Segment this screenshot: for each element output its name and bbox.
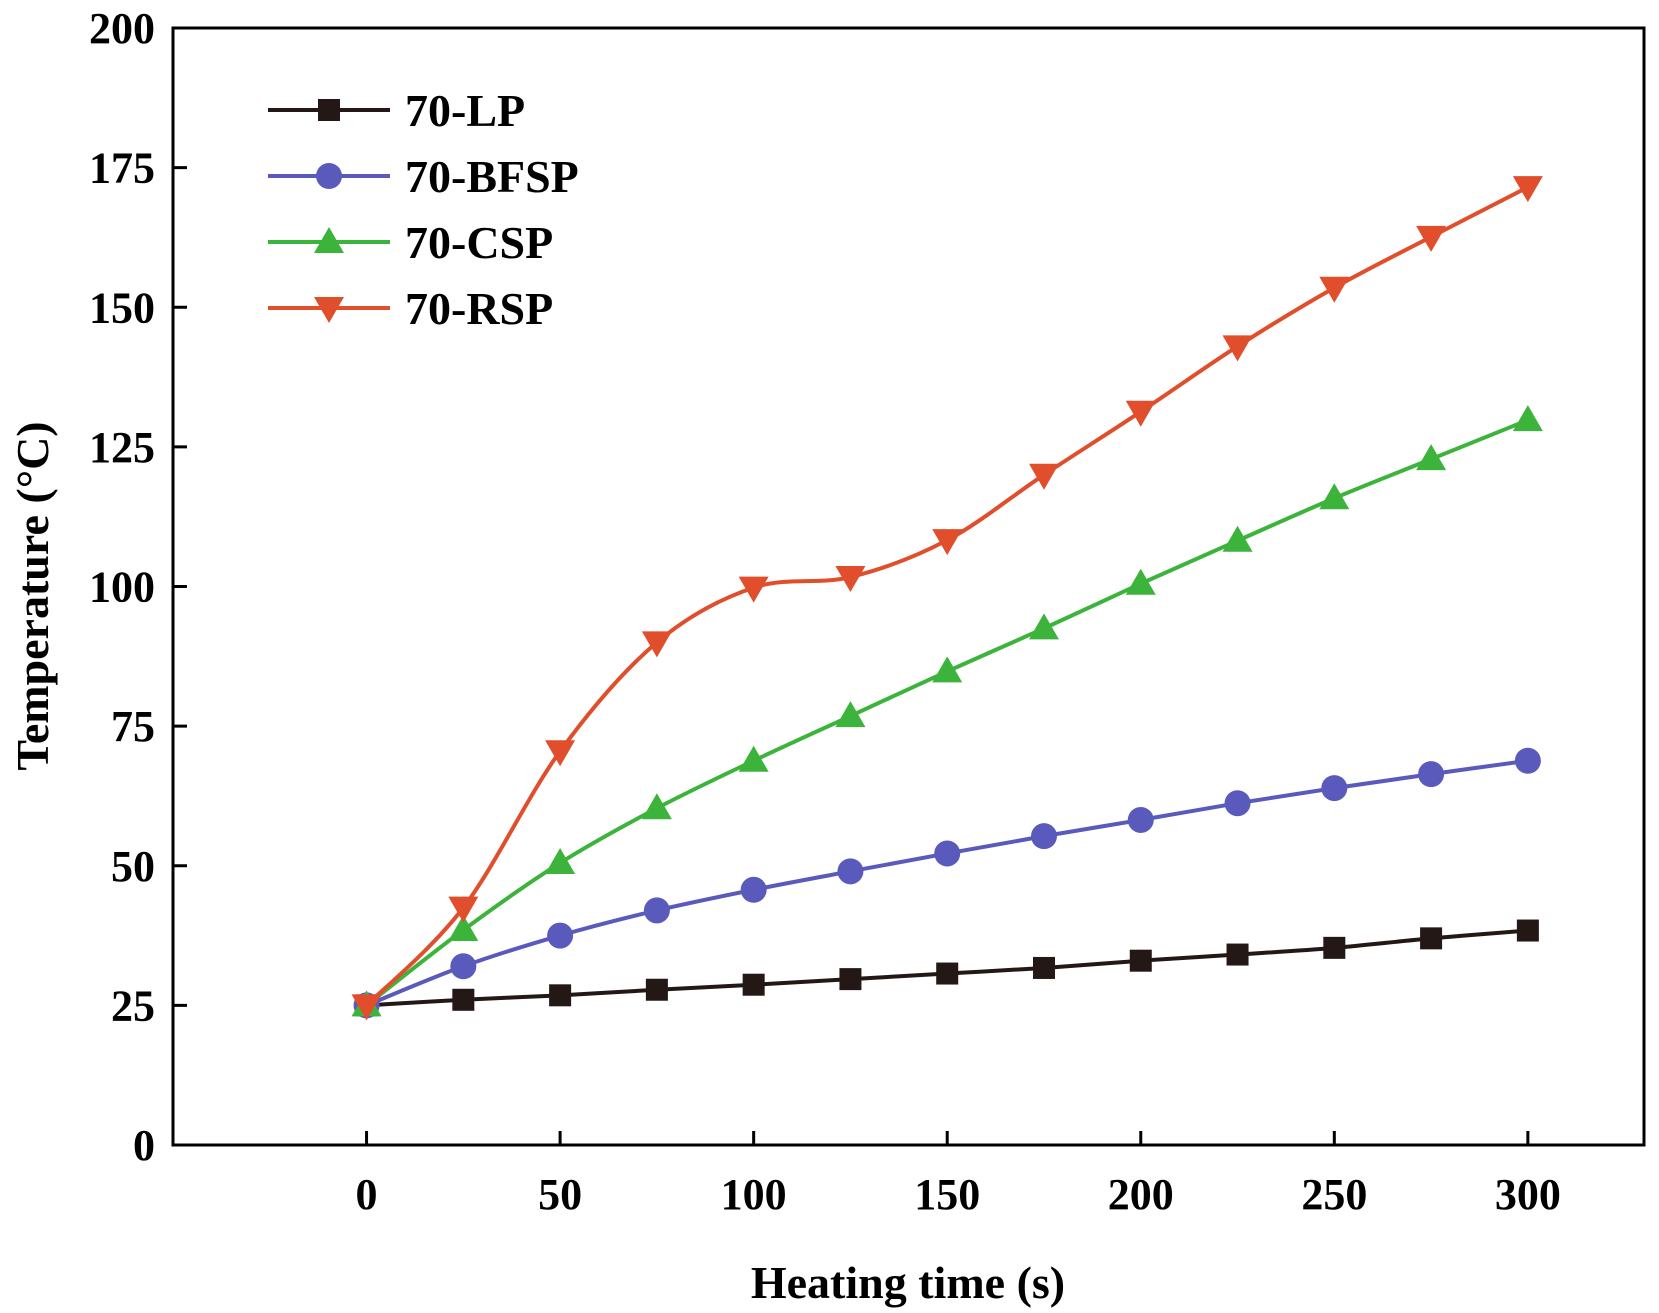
x-tick-label: 100: [721, 1170, 787, 1219]
legend-marker: [318, 99, 340, 121]
data-point: [738, 576, 769, 603]
data-point: [1028, 613, 1059, 640]
y-tick-label: 50: [111, 842, 155, 891]
data-point: [1319, 276, 1350, 303]
legend-marker: [316, 163, 342, 189]
x-tick-label: 0: [356, 1170, 378, 1219]
data-point: [738, 745, 769, 772]
data-point: [1032, 956, 1055, 979]
legend-item: 70-CSP: [268, 217, 553, 268]
legend-item: 70-RSP: [268, 283, 553, 334]
data-point: [1512, 405, 1543, 432]
y-axis: 0 25 50 75 100 125 150 175 200: [89, 4, 187, 1170]
legend: 70-LP 70-BFSP 70-CSP 70-RSP: [268, 85, 579, 334]
legend-marker: [314, 227, 344, 253]
data-point: [1512, 176, 1543, 203]
data-point: [1129, 949, 1152, 972]
data-point: [1514, 747, 1541, 774]
series-70-csp: [351, 405, 1543, 1017]
data-point: [545, 847, 576, 874]
legend-label: 70-BFSP: [405, 151, 579, 202]
data-point: [1125, 400, 1156, 427]
data-point: [1222, 525, 1253, 552]
y-tick-label: 0: [133, 1121, 155, 1170]
data-point: [1420, 927, 1443, 950]
y-tick-label: 100: [89, 563, 155, 612]
data-point: [1416, 444, 1447, 471]
x-tick-label: 200: [1108, 1170, 1174, 1219]
data-point: [645, 978, 668, 1001]
data-point: [448, 896, 479, 923]
data-point: [549, 984, 572, 1007]
legend-label: 70-CSP: [405, 217, 553, 268]
data-point: [1323, 936, 1346, 959]
data-point: [1127, 806, 1154, 833]
data-point: [452, 988, 475, 1011]
x-tick-label: 250: [1301, 1170, 1367, 1219]
data-point: [1319, 483, 1350, 510]
data-point: [1418, 761, 1445, 788]
data-point: [932, 656, 963, 683]
data-point: [932, 529, 963, 556]
x-axis: 0 50 100 150 200 250 300: [356, 1131, 1561, 1219]
data-point: [1516, 919, 1539, 942]
data-point: [835, 566, 866, 593]
data-point: [1226, 943, 1249, 966]
data-point: [643, 897, 670, 924]
data-point: [1321, 775, 1348, 802]
series-70-lp: [355, 919, 1539, 1017]
data-point: [1030, 823, 1057, 850]
series-70-rsp: [351, 176, 1543, 1021]
data-point: [742, 973, 765, 996]
legend-label: 70-LP: [405, 85, 525, 136]
data-point: [1416, 225, 1447, 252]
data-point: [351, 994, 382, 1021]
x-tick-label: 150: [914, 1170, 980, 1219]
data-point: [839, 968, 862, 991]
y-tick-label: 200: [89, 4, 155, 53]
x-axis-title: Heating time (s): [751, 1257, 1065, 1308]
data-point: [740, 876, 767, 903]
data-point: [450, 953, 477, 980]
x-tick-label: 50: [538, 1170, 582, 1219]
legend-label: 70-RSP: [405, 283, 553, 334]
legend-item: 70-BFSP: [268, 151, 579, 202]
data-point: [547, 922, 574, 949]
y-tick-label: 75: [111, 702, 155, 751]
data-point: [934, 840, 961, 867]
data-point: [835, 701, 866, 728]
series-layer: [351, 176, 1543, 1021]
y-tick-label: 25: [111, 981, 155, 1030]
data-point: [1028, 463, 1059, 490]
data-point: [1125, 568, 1156, 595]
data-point: [641, 631, 672, 658]
data-point: [1222, 335, 1253, 362]
series-line: [365, 418, 1529, 1007]
data-point: [837, 858, 864, 885]
data-point: [936, 962, 959, 985]
legend-item: 70-LP: [268, 85, 525, 136]
data-point: [545, 740, 576, 767]
data-point: [1224, 790, 1251, 817]
data-point: [448, 914, 479, 941]
y-tick-label: 150: [89, 283, 155, 332]
x-tick-label: 300: [1495, 1170, 1561, 1219]
data-point: [641, 793, 672, 820]
y-tick-label: 175: [89, 144, 155, 193]
y-tick-label: 125: [89, 423, 155, 472]
legend-marker: [314, 297, 344, 323]
y-axis-title: Temperature (°C): [7, 421, 58, 770]
